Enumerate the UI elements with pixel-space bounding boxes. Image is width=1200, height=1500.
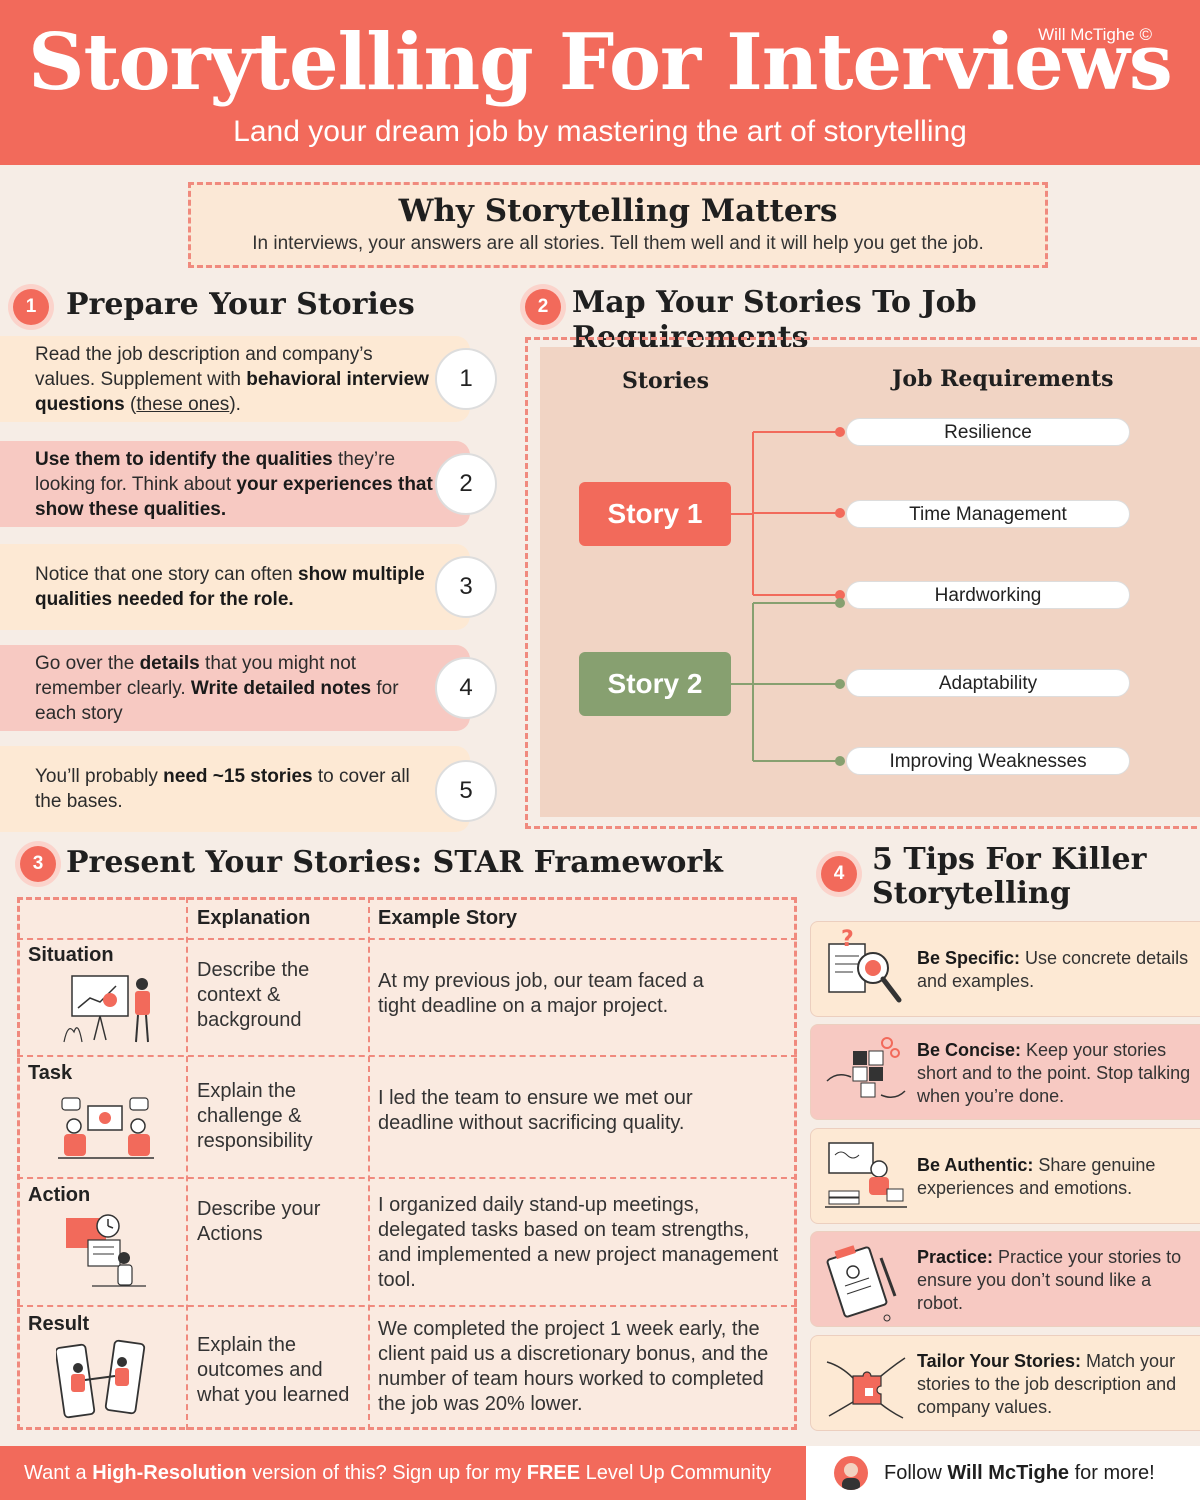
header-banner: Storytelling For Interviews Will McTighe…: [0, 0, 1200, 165]
prepare-card-text: Go over the details that you might not r…: [35, 652, 399, 724]
section-number: 4: [821, 856, 857, 892]
step-number: 4: [435, 657, 497, 719]
puzzle-fit-icon: [826, 1357, 906, 1419]
table-divider: [17, 938, 797, 940]
step-number: 1: [435, 348, 497, 410]
requirement-adaptability: Adaptability: [846, 669, 1130, 697]
section-title-prepare: Prepare Your Stories: [66, 287, 415, 322]
column-header-example: Example Story: [378, 907, 517, 929]
prepare-card-text: Notice that one story can often show mul…: [35, 564, 425, 610]
requirement-time-management: Time Management: [846, 500, 1130, 528]
prepare-card: You’ll probably need ~15 stories to cove…: [0, 746, 470, 832]
tip-card: Practice: Practice your stories to ensur…: [810, 1231, 1200, 1327]
table-divider: [17, 1055, 797, 1057]
footer-signup-banner[interactable]: Want a High-Resolution version of this? …: [0, 1446, 806, 1500]
magnifier-icon: ?: [828, 928, 902, 1003]
section-number: 1: [13, 289, 49, 325]
prepare-card-text: Use them to identify the qualities they’…: [35, 448, 433, 520]
step-number: 3: [435, 556, 497, 618]
step-number: 2: [435, 453, 497, 515]
tip-text: Be Concise: Keep your stories short and …: [917, 1039, 1191, 1106]
prepare-card-text: Read the job description and company’s v…: [35, 343, 429, 415]
section-number: 3: [20, 846, 56, 882]
phone-handshake-icon: [56, 1339, 146, 1419]
tip-text: Be Authentic: Share genuine experiences …: [917, 1155, 1156, 1198]
desk-worker-icon: [825, 1142, 907, 1208]
prepare-card: Notice that one story can often show mul…: [0, 544, 470, 630]
avatar: [834, 1456, 868, 1490]
svg-text:?: ?: [841, 928, 854, 952]
tip-text: Practice: Practice your stories to ensur…: [917, 1246, 1182, 1313]
meeting-icon: [58, 1097, 154, 1159]
row-example: I led the team to ensure we met our dead…: [378, 1087, 693, 1134]
requirement-resilience: Resilience: [846, 418, 1130, 446]
table-divider: [186, 897, 188, 1430]
tip-text: Be Specific: Use concrete details and ex…: [917, 948, 1189, 991]
row-label-action: Action: [28, 1184, 91, 1206]
stories-column-heading: Stories: [622, 368, 710, 394]
author-credit: Will McTighe ©: [1038, 25, 1152, 44]
tip-card: Be Concise: Keep your stories short and …: [810, 1024, 1200, 1120]
requirement-improving-weaknesses: Improving Weaknesses: [846, 747, 1130, 775]
puzzle-hands-icon: [826, 1037, 906, 1098]
row-label-situation: Situation: [28, 944, 114, 966]
story-2-box: Story 2: [579, 652, 731, 716]
why-text: In interviews, your answers are all stor…: [252, 233, 984, 254]
footer-follow-banner[interactable]: Follow Will McTighe for more!: [806, 1446, 1200, 1500]
row-example: At my previous job, our team faced a tig…: [378, 970, 704, 1017]
presentation-icon: [63, 975, 150, 1043]
row-example: We completed the project 1 week early, t…: [378, 1318, 769, 1415]
tip-card: Tailor Your Stories: Match your stories …: [810, 1335, 1200, 1431]
prepare-card: Read the job description and company’s v…: [0, 336, 470, 422]
page-title: Storytelling For Interviews: [28, 17, 1173, 108]
section-title-tips: 5 Tips For Killer Storytelling: [872, 842, 1147, 911]
column-header-explanation: Explanation: [197, 907, 311, 929]
prepare-card-text: You’ll probably need ~15 stories to cove…: [35, 766, 410, 812]
why-box: Why Storytelling Matters In interviews, …: [188, 182, 1048, 268]
table-divider: [17, 1305, 797, 1307]
page-subtitle: Land your dream job by mastering the art…: [233, 115, 967, 148]
prepare-card: Use them to identify the qualities they’…: [0, 441, 470, 527]
prepare-card: Go over the details that you might not r…: [0, 645, 470, 731]
table-divider: [368, 897, 370, 1430]
story-1-box: Story 1: [579, 482, 731, 546]
step-number: 5: [435, 760, 497, 822]
requirements-column-heading: Job Requirements: [892, 366, 1114, 392]
clipboard-icon: [826, 1245, 897, 1322]
why-title: Why Storytelling Matters: [398, 193, 838, 229]
row-explanation: Describe the context & background: [197, 959, 310, 1031]
section-title-star: Present Your Stories: STAR Framework: [66, 845, 723, 880]
tip-card: ? Be Specific: Use concrete details and …: [810, 921, 1200, 1017]
section-number: 2: [525, 289, 561, 325]
row-explanation: Describe your Actions: [197, 1198, 321, 1245]
checklist-clock-icon: [66, 1214, 146, 1287]
table-divider: [17, 1177, 797, 1179]
row-example: I organized daily stand-up meetings, del…: [378, 1194, 779, 1291]
row-explanation: Explain the outcomes and what you learne…: [197, 1334, 350, 1406]
these-ones-link[interactable]: these ones: [136, 393, 230, 415]
tip-card: Be Authentic: Share genuine experiences …: [810, 1128, 1200, 1224]
map-box-border: [525, 337, 1200, 829]
tip-text: Tailor Your Stories: Match your stories …: [917, 1350, 1177, 1417]
requirement-hardworking: Hardworking: [846, 581, 1130, 609]
row-label-task: Task: [28, 1062, 73, 1084]
row-explanation: Explain the challenge & responsibility: [197, 1080, 313, 1152]
row-label-result: Result: [28, 1313, 90, 1335]
